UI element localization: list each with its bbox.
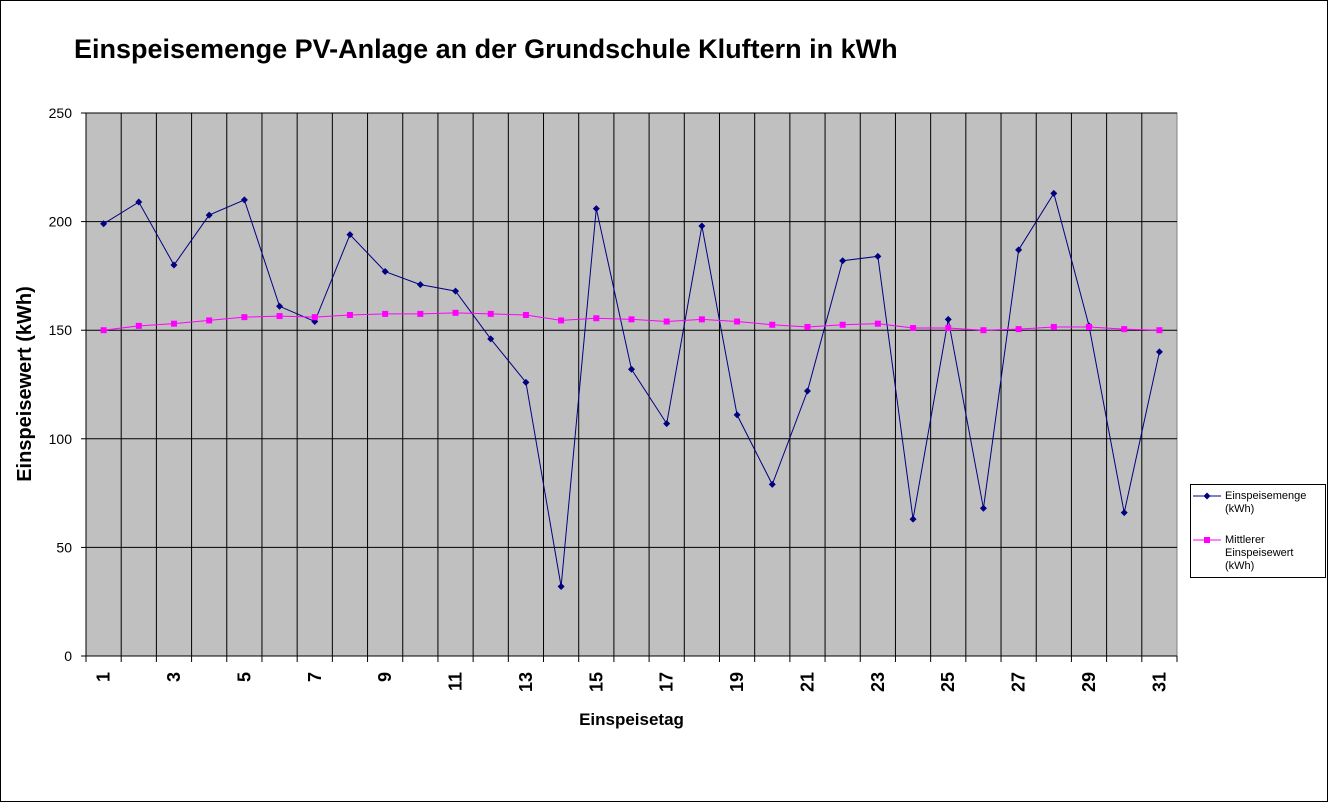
data-point bbox=[416, 281, 424, 289]
data-point bbox=[241, 314, 248, 321]
y-tick-label: 0 bbox=[64, 648, 72, 664]
data-point bbox=[382, 310, 389, 317]
data-point bbox=[522, 311, 529, 318]
x-tick-label: 25 bbox=[938, 672, 958, 692]
data-point bbox=[381, 268, 389, 276]
data-point bbox=[487, 310, 494, 317]
data-point bbox=[346, 311, 353, 318]
data-point bbox=[452, 309, 459, 316]
data-point bbox=[205, 211, 213, 219]
data-point bbox=[1156, 327, 1163, 334]
data-point bbox=[170, 320, 177, 327]
data-point bbox=[979, 504, 987, 512]
y-tick-label: 150 bbox=[49, 322, 73, 338]
legend-marker-diamond bbox=[1193, 492, 1221, 500]
data-point bbox=[135, 198, 143, 206]
data-point bbox=[945, 325, 952, 332]
data-point bbox=[311, 314, 318, 321]
data-point bbox=[592, 205, 600, 213]
data-point bbox=[487, 335, 495, 343]
data-point bbox=[100, 220, 108, 228]
data-point bbox=[734, 318, 741, 325]
x-tick-label: 11 bbox=[446, 672, 466, 691]
data-point bbox=[276, 313, 283, 320]
vertical-gridlines bbox=[120, 113, 1143, 656]
data-point bbox=[1050, 189, 1058, 197]
x-tick-label: 17 bbox=[657, 672, 677, 692]
data-point bbox=[206, 317, 213, 324]
data-point bbox=[1086, 323, 1093, 330]
data-point bbox=[628, 365, 635, 373]
plot-area bbox=[85, 112, 1178, 657]
x-tick-label: 1 bbox=[94, 672, 114, 682]
data-point bbox=[1050, 323, 1057, 330]
x-tick-labels: 1 3 5 7 9 11 13 15 17 19 21 23 25 27 29 31 bbox=[94, 672, 1170, 692]
x-tick-label: 23 bbox=[868, 672, 888, 692]
data-point bbox=[909, 515, 917, 523]
series-layer bbox=[100, 189, 1163, 590]
x-tick-label: 15 bbox=[586, 672, 606, 692]
data-point bbox=[135, 322, 142, 329]
chart-title: Einspeisemenge PV-Anlage an der Grundsch… bbox=[74, 34, 898, 64]
x-tick-label: 9 bbox=[375, 672, 395, 682]
x-tick-label: 3 bbox=[164, 672, 184, 682]
legend-label: Mittlerer Einspeisewert (kWh) bbox=[1225, 534, 1294, 572]
data-point bbox=[910, 325, 917, 332]
data-point bbox=[558, 317, 565, 324]
data-point bbox=[276, 302, 284, 310]
y-axis-label: Einspeisewert (kWh) bbox=[14, 286, 36, 482]
data-point bbox=[663, 318, 670, 325]
data-point bbox=[522, 378, 530, 386]
data-point bbox=[839, 257, 847, 265]
data-point bbox=[944, 315, 952, 323]
data-point bbox=[874, 252, 882, 260]
data-point bbox=[593, 315, 600, 322]
x-axis-label: Einspeisetag bbox=[579, 710, 684, 729]
data-point bbox=[698, 316, 705, 323]
data-point bbox=[980, 327, 987, 334]
data-point bbox=[839, 321, 846, 328]
y-tick-label: 200 bbox=[49, 214, 73, 230]
data-point bbox=[170, 261, 178, 269]
x-tick-label: 5 bbox=[234, 672, 254, 682]
y-tick-label: 50 bbox=[56, 539, 72, 555]
data-point bbox=[240, 196, 248, 204]
data-point bbox=[452, 287, 460, 295]
data-point bbox=[733, 411, 741, 419]
data-point bbox=[663, 420, 671, 428]
x-tick-label: 19 bbox=[727, 672, 747, 692]
legend-label: Einspeisemenge (kWh) bbox=[1225, 490, 1307, 515]
data-point bbox=[100, 327, 107, 334]
data-point bbox=[1015, 246, 1023, 254]
axes bbox=[81, 112, 1178, 662]
x-tick-label: 31 bbox=[1149, 672, 1169, 692]
x-tick-label: 13 bbox=[516, 672, 536, 692]
data-point bbox=[769, 321, 776, 328]
data-point bbox=[804, 323, 811, 330]
data-point bbox=[768, 480, 776, 488]
y-tick-label: 250 bbox=[49, 105, 73, 121]
data-point bbox=[803, 387, 811, 395]
legend-marker-square bbox=[1193, 537, 1221, 543]
data-point bbox=[557, 582, 565, 590]
x-tick-label: 7 bbox=[305, 672, 325, 682]
x-tick-label: 27 bbox=[1009, 672, 1029, 692]
data-point bbox=[346, 231, 354, 239]
x-tick-label: 29 bbox=[1079, 672, 1099, 692]
y-tick-labels: 0 50 100 150 200 250 bbox=[49, 105, 73, 664]
x-tick-label: 21 bbox=[797, 672, 817, 692]
legend: Einspeisemenge (kWh) Mittlerer Einspeise… bbox=[1190, 484, 1326, 578]
data-point bbox=[628, 316, 635, 323]
data-point bbox=[874, 320, 881, 327]
data-point bbox=[698, 222, 706, 230]
data-point bbox=[1121, 326, 1128, 333]
data-point bbox=[1155, 348, 1163, 356]
series-0 bbox=[100, 189, 1163, 590]
data-point bbox=[1015, 326, 1022, 333]
y-tick-label: 100 bbox=[49, 431, 73, 447]
data-point bbox=[1120, 509, 1128, 517]
data-point bbox=[417, 310, 424, 317]
series-1 bbox=[100, 309, 1163, 334]
